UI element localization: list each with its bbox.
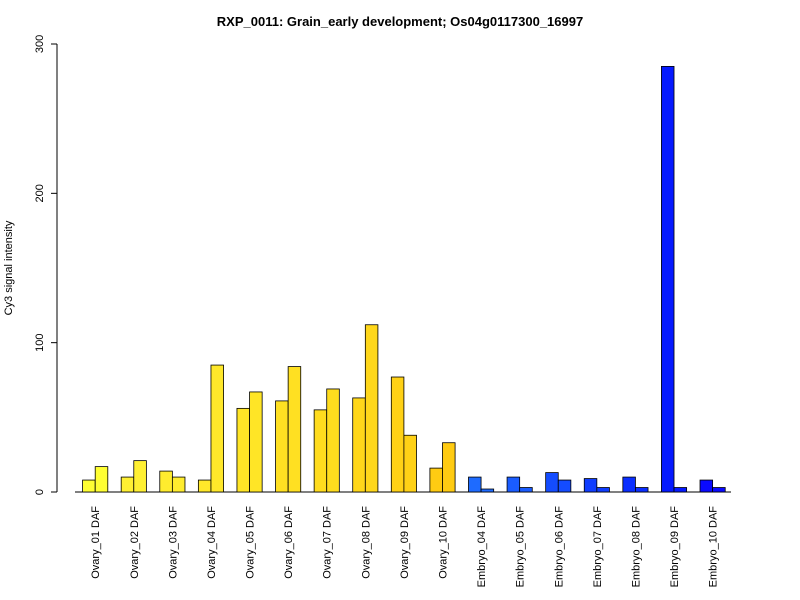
- category-label: Ovary_08 DAF: [360, 506, 372, 579]
- bar: [275, 400, 289, 493]
- bar: [712, 487, 726, 493]
- bar: [94, 466, 109, 493]
- bar: [236, 407, 250, 493]
- category-label: Embryo_08 DAF: [630, 506, 642, 588]
- category-label: Ovary_05 DAF: [245, 506, 257, 579]
- bar: [468, 476, 482, 493]
- bar: [364, 324, 379, 493]
- bar: [661, 66, 675, 493]
- bar: [699, 479, 714, 493]
- category-label: Embryo_06 DAF: [553, 506, 565, 588]
- chart-title: RXP_0011: Grain_early development; Os04g…: [217, 14, 583, 29]
- category-labels: Ovary_01 DAF Ovary_02 DAF Ovary_03 DAF Ovar…: [90, 506, 719, 588]
- bar: [480, 488, 495, 493]
- bars: [82, 66, 726, 493]
- y-tick-label: 200: [34, 184, 46, 202]
- category-label: Ovary_04 DAF: [206, 506, 218, 579]
- category-label: Embryo_10 DAF: [708, 506, 720, 588]
- category-label: Ovary_06 DAF: [283, 506, 295, 579]
- y-tick-label: 300: [34, 35, 46, 53]
- bar: [120, 476, 135, 493]
- bar: [287, 366, 302, 493]
- bar: [390, 376, 405, 493]
- bar: [249, 391, 263, 493]
- bar: [545, 472, 559, 493]
- category-label: Embryo_04 DAF: [476, 506, 488, 588]
- bar: [326, 388, 340, 493]
- bar: [506, 476, 521, 493]
- bar: [171, 476, 186, 493]
- y-tick-label: 0: [34, 489, 46, 495]
- category-label: Ovary_07 DAF: [322, 506, 334, 579]
- bar: [519, 487, 533, 493]
- bar: [313, 409, 328, 493]
- bar: [159, 470, 173, 493]
- category-label: Ovary_09 DAF: [399, 506, 411, 579]
- category-label: Ovary_01 DAF: [90, 506, 102, 579]
- bar: [596, 487, 610, 493]
- category-label: Ovary_10 DAF: [437, 506, 449, 579]
- bar: [133, 460, 147, 493]
- bar: [197, 479, 212, 493]
- category-label: Embryo_05 DAF: [515, 506, 527, 588]
- y-axis-label: Cy3 signal intensity: [3, 220, 15, 315]
- bar: [82, 479, 96, 493]
- category-label: Ovary_02 DAF: [129, 506, 141, 579]
- bar: [352, 397, 366, 493]
- bar: [557, 479, 572, 493]
- bar: [583, 478, 598, 493]
- category-label: Embryo_09 DAF: [669, 506, 681, 588]
- bar: [673, 487, 688, 493]
- y-ticks: 0 100 200 300: [34, 35, 57, 495]
- bar: [442, 442, 456, 493]
- category-label: Embryo_07 DAF: [592, 506, 604, 588]
- bar: [210, 364, 224, 493]
- bar: [403, 434, 417, 493]
- category-label: Ovary_03 DAF: [167, 506, 179, 579]
- bar: [622, 476, 636, 493]
- bar: [635, 487, 649, 493]
- bar: [429, 467, 443, 493]
- y-tick-label: 100: [34, 333, 46, 351]
